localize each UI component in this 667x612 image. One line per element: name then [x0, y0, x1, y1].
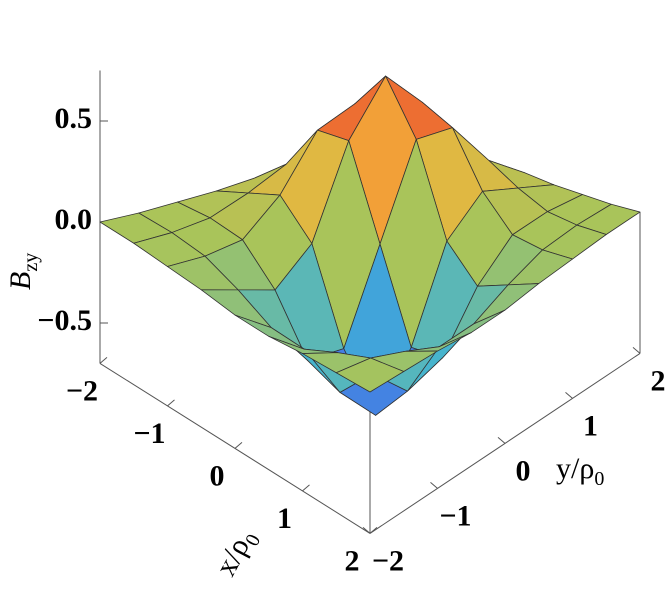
x-tick-label: −2: [66, 374, 98, 407]
y-axis-label: y/ρ0: [556, 452, 604, 490]
x-tick-label: 1: [277, 502, 292, 535]
x-tick: [369, 527, 378, 534]
x-axis-label: x/ρ0: [209, 523, 265, 583]
y-tick: [632, 347, 641, 354]
x-tick: [99, 357, 108, 364]
box-edge: [99, 362, 371, 534]
z-tick-label: −0.5: [37, 304, 92, 337]
x-tick-label: −1: [133, 417, 165, 450]
x-tick: [302, 484, 310, 492]
z-tick-label: 0.0: [55, 203, 93, 236]
z-label-sub: zy: [20, 253, 42, 272]
y-tick: [497, 437, 506, 444]
z-label-main: B: [4, 272, 37, 290]
y-tick-label: 0: [516, 454, 531, 487]
x-tick: [234, 442, 243, 449]
y-tick-label: 1: [583, 409, 598, 442]
y-tick: [565, 392, 573, 399]
y-label-sub: 0: [594, 468, 604, 490]
x-tick: [167, 399, 175, 407]
y-tick-label: −1: [439, 499, 471, 532]
x-tick-label: 0: [210, 459, 225, 492]
surface-patch: [335, 357, 405, 393]
y-tick-label: −2: [372, 544, 404, 577]
y-tick: [430, 482, 438, 489]
y-tick: [362, 527, 371, 534]
y-tick-label: 2: [651, 364, 666, 397]
x-tick-label: 2: [345, 544, 360, 577]
y-label-main: y/ρ: [556, 452, 594, 485]
z-axis-label: Bzy: [4, 253, 42, 290]
z-tick-label: 0.5: [55, 102, 93, 135]
box-edge: [369, 352, 641, 534]
axes: −0.5 0.0 0.5 −2 −1 0 1 2 −2 −1 0 1 2: [37, 70, 666, 577]
surface: [99, 75, 641, 416]
